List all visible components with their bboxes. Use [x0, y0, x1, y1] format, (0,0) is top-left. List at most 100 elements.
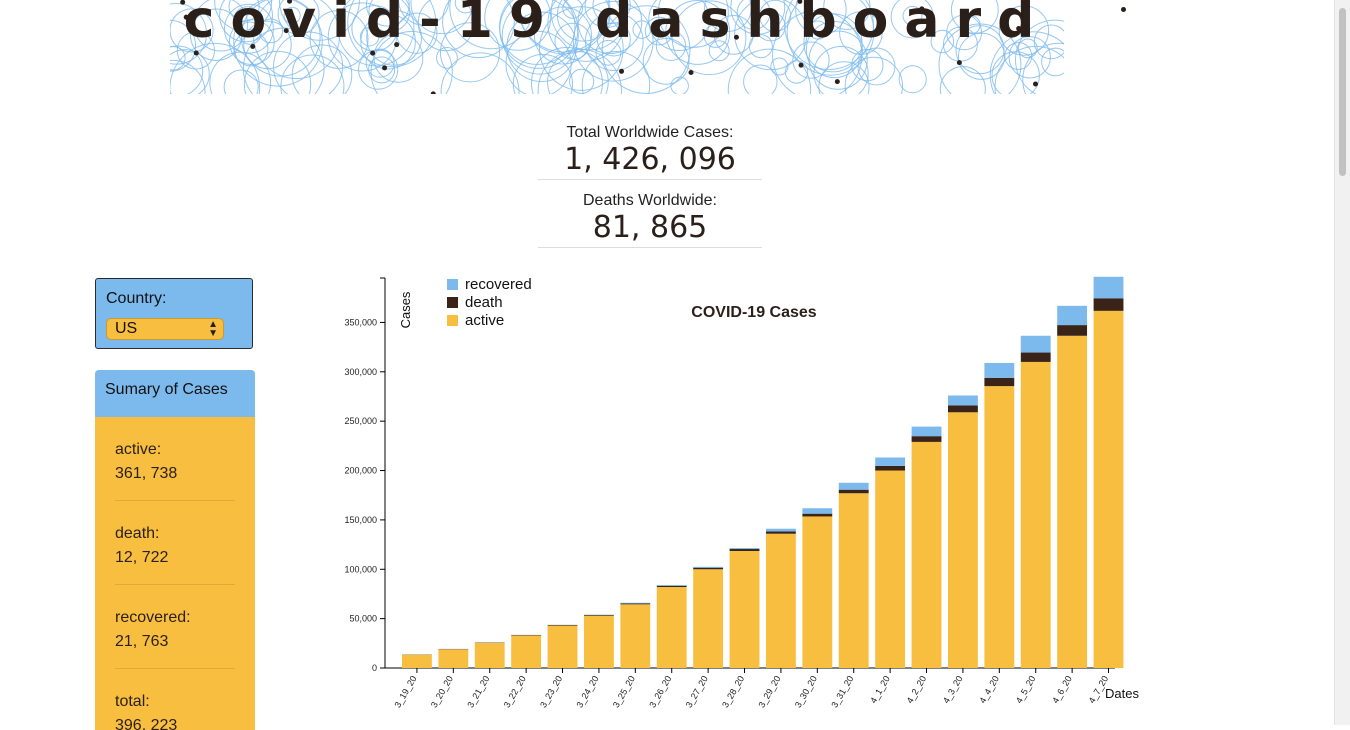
bar-active: [912, 442, 942, 668]
x-tick-label: 3_23_20: [538, 674, 564, 709]
bubble: [170, 50, 209, 94]
x-tick-label: 3_25_20: [611, 674, 637, 709]
bubble: [210, 52, 271, 94]
x-tick-label: 4_6_20: [1050, 674, 1074, 705]
bar-death: [912, 436, 942, 442]
summary-key: active:: [115, 441, 235, 459]
x-tick-label: 3_26_20: [647, 674, 673, 709]
bar-death: [948, 405, 978, 412]
summary-item-total: total: 396, 223: [115, 669, 235, 730]
bar-active: [1057, 336, 1087, 668]
x-tick-label: 3_20_20: [429, 674, 455, 709]
bar-active: [548, 626, 578, 668]
summary-key: recovered:: [115, 609, 235, 627]
worldwide-stats: Total Worldwide Cases: 1, 426, 096 Death…: [538, 120, 762, 248]
chart-title: COVID-19 Cases: [691, 304, 816, 321]
bar-death: [620, 603, 650, 604]
decor-dot: [1121, 7, 1126, 12]
country-label: Country:: [106, 290, 166, 308]
scrollbar-thumb[interactable]: [1339, 8, 1346, 176]
bar-death: [984, 378, 1014, 386]
summary-key: total:: [115, 693, 235, 711]
bar-recovered: [802, 508, 832, 513]
bar-active: [511, 635, 541, 668]
legend-label-recovered: recovered: [465, 276, 532, 293]
y-tick-label: 150,000: [344, 515, 377, 525]
bubble-dot: [194, 50, 199, 55]
bar-death: [875, 466, 905, 471]
bar-recovered: [1057, 306, 1087, 325]
select-arrows-icon: ▲▼: [208, 320, 218, 338]
bar-active: [766, 534, 796, 668]
y-tick-label: 350,000: [344, 317, 377, 327]
bar-active: [438, 649, 468, 668]
legend-swatch-active: [447, 315, 458, 326]
bubble-dot: [431, 91, 436, 94]
bubble-dot: [835, 79, 840, 84]
bar-death: [1021, 353, 1051, 362]
bar-active: [730, 551, 760, 668]
deaths-value: 81, 865: [538, 210, 762, 248]
bar-active: [802, 516, 832, 668]
bubble: [170, 60, 205, 94]
bar-recovered: [693, 567, 723, 568]
bar-death: [1057, 325, 1087, 336]
x-tick-label: 3_30_20: [793, 674, 819, 709]
bar-recovered: [1021, 336, 1051, 353]
bar-death: [839, 490, 869, 494]
bar-active: [948, 412, 978, 668]
bar-active: [1021, 362, 1051, 668]
bar-recovered: [948, 395, 978, 405]
legend-swatch-recovered: [447, 279, 458, 290]
bar-death: [802, 514, 832, 517]
bubble-dot: [382, 65, 387, 70]
bubble: [899, 66, 926, 93]
y-tick-label: 50,000: [349, 614, 377, 624]
bar-recovered: [839, 483, 869, 490]
bar-active: [875, 471, 905, 668]
bar-recovered: [1094, 277, 1124, 298]
page-scrollbar[interactable]: [1334, 0, 1350, 725]
bar-recovered: [620, 603, 650, 604]
y-axis-label: Cases: [398, 291, 413, 328]
legend-label-active: active: [465, 312, 504, 329]
bubble-dot: [370, 51, 375, 56]
bar-active: [620, 604, 650, 668]
y-tick-label: 250,000: [344, 416, 377, 426]
bubble: [570, 69, 594, 93]
legend-swatch-death: [447, 297, 458, 308]
x-tick-label: 3_19_20: [392, 674, 418, 709]
cases-chart: 050,000100,000150,000200,000250,000300,0…: [330, 268, 1160, 718]
bar-recovered: [875, 457, 905, 465]
bar-death: [693, 568, 723, 570]
x-tick-label: 4_4_20: [977, 674, 1001, 705]
summary-item-active: active: 361, 738: [115, 417, 235, 501]
x-tick-label: 3_29_20: [756, 674, 782, 709]
x-tick-label: 4_1_20: [868, 674, 892, 705]
summary-value: 21, 763: [115, 633, 235, 651]
page-title: covid-19 dashboard: [170, 0, 1064, 50]
bubble: [359, 50, 398, 89]
summary-panel: Sumary of Cases active: 361, 738 death: …: [95, 370, 255, 730]
y-tick-label: 0: [372, 663, 377, 673]
bar-active: [839, 493, 869, 668]
bar-recovered: [984, 363, 1014, 378]
bar-death: [766, 531, 796, 533]
x-tick-label: 3_28_20: [720, 674, 746, 709]
country-selected-value: US: [115, 320, 137, 337]
bubble: [858, 48, 895, 85]
summary-key: death:: [115, 525, 235, 543]
bar-active: [402, 655, 432, 668]
header-banner: covid-19 dashboard: [170, 0, 1064, 94]
bar-recovered: [766, 529, 796, 532]
y-tick-label: 200,000: [344, 466, 377, 476]
summary-value: 361, 738: [115, 465, 235, 483]
country-select[interactable]: US ▲▼: [106, 318, 224, 340]
deaths-label: Deaths Worldwide:: [538, 192, 762, 210]
bar-death: [730, 549, 760, 551]
bar-recovered: [657, 585, 687, 586]
y-tick-label: 300,000: [344, 367, 377, 377]
bar-active: [984, 386, 1014, 668]
bar-active: [584, 616, 614, 668]
summary-item-death: death: 12, 722: [115, 501, 235, 585]
